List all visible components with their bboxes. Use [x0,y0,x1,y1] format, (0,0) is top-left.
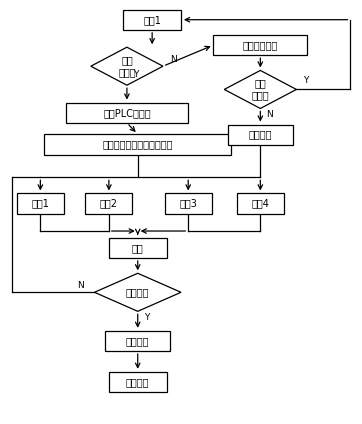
FancyBboxPatch shape [237,193,284,214]
FancyBboxPatch shape [165,193,212,214]
Text: 退出软件: 退出软件 [126,287,150,297]
Text: N: N [171,56,177,64]
Text: 初始
化设备: 初始 化设备 [118,56,136,77]
Text: 启动PLC控制器: 启动PLC控制器 [103,108,151,118]
Text: Y: Y [144,313,150,322]
Text: 任务2: 任务2 [100,198,118,209]
FancyBboxPatch shape [109,238,167,258]
FancyBboxPatch shape [105,331,170,351]
Text: 任务1: 任务1 [31,198,49,209]
Polygon shape [91,47,163,85]
Text: N: N [77,282,83,290]
FancyBboxPatch shape [109,372,167,392]
Polygon shape [224,70,296,109]
FancyBboxPatch shape [228,125,293,145]
FancyBboxPatch shape [17,193,64,214]
Text: N: N [266,110,273,119]
Text: 任务3: 任务3 [179,198,197,209]
FancyBboxPatch shape [85,193,132,214]
Text: Y: Y [303,76,308,86]
FancyBboxPatch shape [214,35,307,55]
Text: 退出软件: 退出软件 [126,377,150,387]
FancyBboxPatch shape [123,10,181,30]
Text: 线程1: 线程1 [143,15,161,25]
FancyBboxPatch shape [66,103,188,123]
Text: 关闭设备: 关闭设备 [126,336,150,346]
FancyBboxPatch shape [44,134,231,154]
Polygon shape [94,273,181,311]
Text: 结束: 结束 [132,243,144,253]
Text: 启动压力、温度采集控制器: 启动压力、温度采集控制器 [102,139,173,149]
Text: 退出软件: 退出软件 [249,130,272,139]
Text: 任务4: 任务4 [251,198,269,209]
Text: Y: Y [133,70,139,79]
Text: 重新
初始化: 重新 初始化 [252,78,269,100]
Text: 显示错误信息: 显示错误信息 [243,40,278,50]
